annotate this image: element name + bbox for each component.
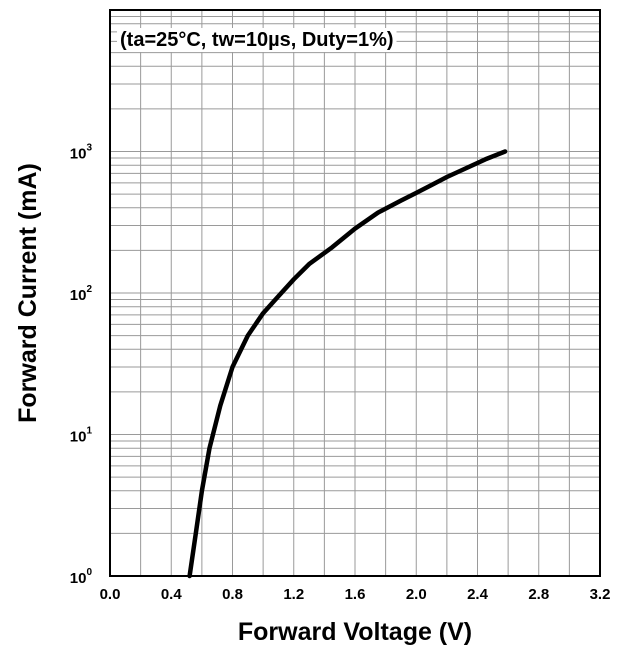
x-tick-label: 3.2	[590, 586, 611, 603]
grid	[110, 9, 600, 576]
condition-annotation: (ta=25°C, tw=10µs, Duty=1%)	[120, 29, 394, 51]
y-tick-label: 102	[70, 284, 93, 304]
y-tick-exponent: 2	[86, 284, 92, 295]
y-tick-label: 101	[70, 426, 93, 446]
x-tick-label: 0.0	[100, 586, 121, 603]
y-axis-title: Forward Current (mA)	[14, 163, 42, 423]
x-tick-label: 1.2	[283, 586, 304, 603]
y-tick-exponent: 3	[86, 143, 92, 154]
y-tick-exponent: 0	[86, 567, 92, 578]
plot-frame	[109, 9, 601, 577]
y-tick-label: 100	[70, 567, 93, 587]
y-tick-base: 10	[70, 570, 87, 587]
x-tick-label: 0.4	[161, 586, 183, 603]
y-tick-base: 10	[70, 429, 87, 446]
x-tick-label: 2.4	[467, 586, 489, 603]
x-tick-label: 1.6	[345, 586, 366, 603]
series-layer	[187, 149, 508, 579]
x-tick-label: 2.0	[406, 586, 427, 603]
y-tick-label: 103	[70, 143, 93, 163]
y-tick-exponent: 1	[86, 426, 92, 437]
forward-current-curve	[187, 149, 508, 579]
x-axis-title: Forward Voltage (V)	[238, 618, 472, 646]
y-tick-base: 10	[70, 146, 87, 163]
x-tick-label: 0.8	[222, 586, 243, 603]
annotation-background	[117, 28, 397, 52]
x-tick-label: 2.8	[528, 586, 549, 603]
y-tick-base: 10	[70, 287, 87, 304]
x-tick-labels: 0.0 0.4 0.8 1.2 1.6 2.0 2.4 2.8 3.2	[100, 586, 611, 603]
